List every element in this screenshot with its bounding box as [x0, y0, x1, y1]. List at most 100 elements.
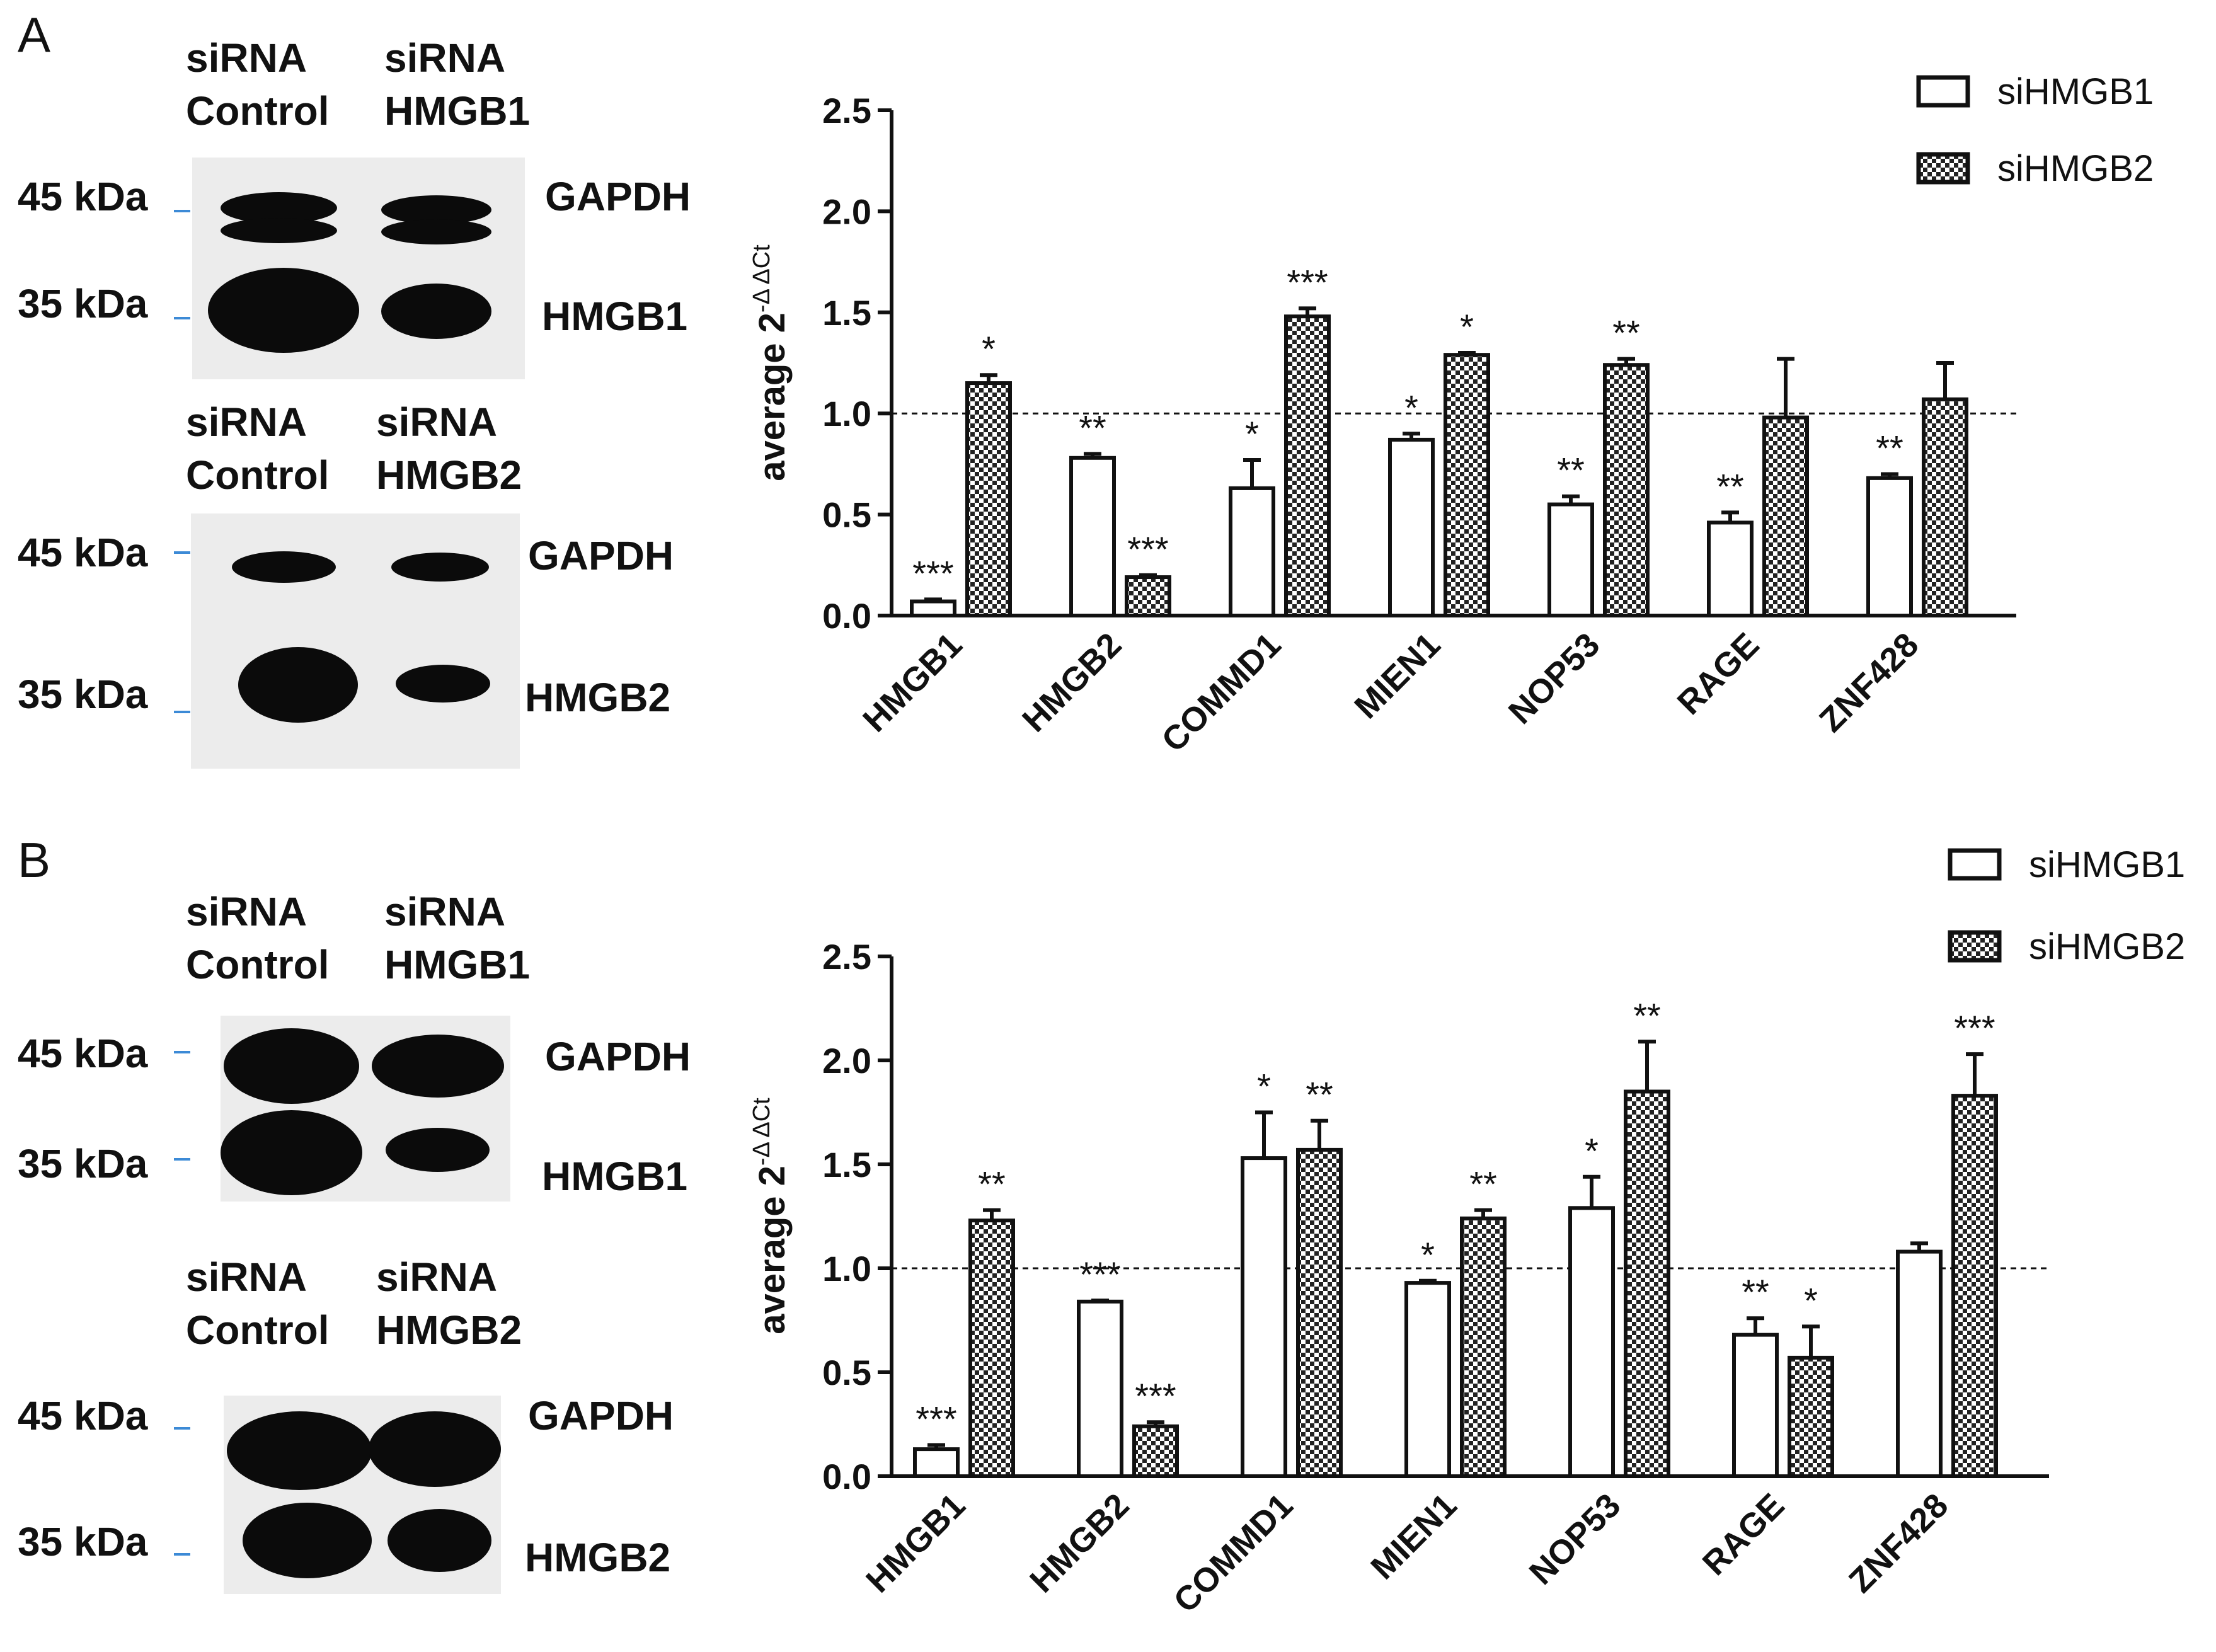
lane-label-sirna: siRNA HMGB1: [384, 35, 531, 134]
protein-label: HMGB1: [542, 294, 688, 339]
mw-tick: [174, 1158, 190, 1161]
bar-sihmgb2-znf428: [1951, 1094, 1998, 1479]
blot-band: [224, 1028, 359, 1104]
bar-sihmgb1-commd1: [1241, 1156, 1287, 1478]
protein-label: HMGB1: [542, 1154, 688, 1199]
bar-sihmgb1-rage: [1707, 520, 1754, 617]
mw-marker-35: 35 kDa: [18, 1141, 148, 1186]
protein-label: GAPDH: [528, 533, 674, 578]
blot-band: [396, 665, 490, 703]
significance-label: ***: [1079, 1254, 1120, 1294]
legend-swatch: [1916, 152, 1970, 185]
blot-band: [388, 1509, 491, 1572]
significance-label: *: [1404, 387, 1418, 427]
bar-sihmgb1-hmgb2: [1077, 1299, 1123, 1478]
blot-band: [381, 219, 491, 244]
mw-tick: [174, 317, 190, 319]
significance-label: **: [1742, 1272, 1769, 1312]
mw-tick: [174, 1427, 190, 1430]
bar-sihmgb2-hmgb1: [968, 1219, 1015, 1478]
blot-band: [386, 1128, 490, 1172]
y-tick-label: 0.5: [822, 495, 871, 535]
significance-label: ***: [916, 1399, 956, 1439]
legend-label: siHMGB1: [2029, 844, 2185, 885]
y-tick-label: 1.0: [822, 394, 871, 433]
legend-label: siHMGB2: [2029, 926, 2185, 967]
x-tick-label: COMMD1: [1166, 1486, 1300, 1620]
x-tick-label: HMGB2: [1015, 626, 1128, 739]
mw-tick: [174, 210, 190, 212]
mw-marker-45: 45 kDa: [18, 530, 148, 575]
bar-sihmgb2-rage: [1762, 415, 1809, 618]
panel-letter-a: A: [18, 7, 51, 62]
x-tick-label: HMGB2: [1023, 1486, 1136, 1600]
western-blot-image: [221, 1016, 510, 1202]
x-tick-label: RAGE: [1696, 1486, 1792, 1583]
bar-sihmgb1-hmgb1: [913, 1447, 960, 1478]
protein-label: HMGB2: [525, 1535, 671, 1580]
significance-label: *: [1245, 414, 1259, 454]
legend-swatch: [1948, 930, 2002, 963]
significance-label: ***: [1954, 1008, 1995, 1048]
x-tick-label: COMMD1: [1154, 626, 1288, 759]
bar-sihmgb1-nop53: [1547, 502, 1594, 617]
y-axis-label-superscript: -Δ ΔCt: [749, 1098, 775, 1166]
lane-label-control: siRNA Control: [186, 889, 330, 988]
significance-label: **: [1612, 313, 1640, 353]
significance-label: *: [1421, 1235, 1435, 1275]
bar-sihmgb1-znf428: [1896, 1249, 1943, 1478]
legend-label: siHMGB2: [1997, 148, 2154, 189]
mw-tick: [174, 551, 190, 554]
western-blot-image: [191, 513, 520, 769]
lane-label-control: siRNA Control: [186, 35, 330, 134]
y-tick-label: 1.5: [822, 293, 871, 333]
blot-band: [208, 268, 359, 353]
x-tick-label: RAGE: [1670, 626, 1767, 722]
blot-band: [391, 553, 489, 582]
bar-sihmgb1-nop53: [1568, 1206, 1615, 1478]
x-tick-label: HMGB1: [856, 626, 969, 739]
significance-label: *: [1460, 307, 1474, 347]
y-axis-label-base: average 2: [752, 1166, 793, 1334]
significance-label: **: [1079, 408, 1106, 447]
mw-marker-35: 35 kDa: [18, 672, 148, 717]
y-tick-label: 2.5: [822, 91, 871, 130]
y-tick-label: 0.0: [822, 1457, 871, 1496]
significance-label: ***: [1287, 262, 1328, 302]
blot-band: [238, 647, 358, 723]
protein-label: HMGB2: [525, 675, 671, 720]
blot-band: [369, 1411, 501, 1487]
bar-sihmgb2-commd1: [1284, 314, 1331, 617]
bar-sihmgb1-hmgb2: [1069, 456, 1116, 617]
x-tick-label: HMGB1: [859, 1486, 972, 1600]
y-axis-label: average 2-Δ ΔCt: [749, 244, 793, 481]
protein-label: GAPDH: [545, 174, 691, 219]
x-tick-label: NOP53: [1522, 1486, 1628, 1592]
mw-tick: [174, 711, 190, 713]
y-tick-label: 1.0: [822, 1249, 871, 1288]
lane-label-control: siRNA Control: [186, 399, 330, 498]
significance-label: *: [982, 329, 996, 369]
y-tick-label: 2.0: [822, 192, 871, 231]
significance-label: *: [1804, 1280, 1818, 1320]
y-axis-label-base: average 2: [752, 313, 793, 481]
blot-band: [221, 218, 337, 243]
bar-sihmgb2-commd1: [1296, 1147, 1343, 1478]
mw-marker-45: 45 kDa: [18, 1393, 148, 1438]
western-blot-image: [192, 158, 525, 379]
western-blot-image: [224, 1396, 501, 1594]
blot-band: [232, 551, 336, 583]
bar-sihmgb2-hmgb1: [965, 381, 1012, 618]
panel-letter-b: B: [18, 832, 51, 888]
x-tick-label: ZNF428: [1842, 1486, 1955, 1600]
bar-sihmgb2-nop53: [1624, 1089, 1670, 1478]
bar-sihmgb2-hmgb2: [1132, 1424, 1179, 1478]
bar-sihmgb1-znf428: [1866, 476, 1913, 618]
bar-sihmgb1-mien1: [1388, 437, 1435, 617]
bar-sihmgb2-hmgb2: [1125, 575, 1171, 617]
lane-label-control: siRNA Control: [186, 1254, 330, 1353]
bar-sihmgb1-mien1: [1404, 1281, 1451, 1478]
significance-label: **: [1716, 466, 1744, 506]
blot-band: [372, 1035, 504, 1098]
